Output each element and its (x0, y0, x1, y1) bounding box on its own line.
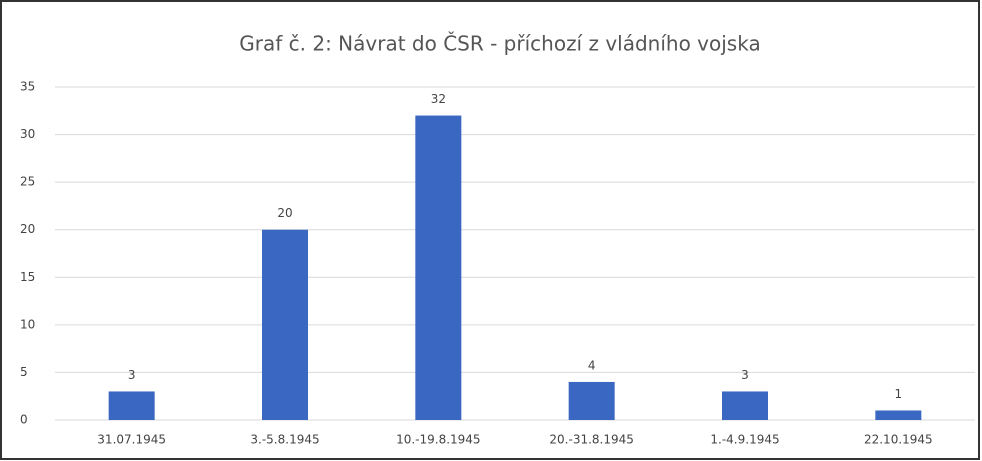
data-label: 3 (741, 368, 749, 382)
x-tick-label: 22.10.1945 (864, 433, 933, 447)
x-tick-label: 31.07.1945 (97, 433, 166, 447)
bar (415, 115, 462, 421)
chart-title: Graf č. 2: Návrat do ČSR - příchozí z vl… (239, 32, 760, 56)
data-label: 1 (895, 387, 903, 401)
y-tick-label: 30 (20, 127, 35, 141)
x-tick-label: 20.-31.8.1945 (549, 433, 634, 447)
bar (568, 381, 615, 420)
data-label: 4 (588, 358, 596, 372)
bar (108, 391, 155, 420)
y-tick-label: 25 (20, 175, 35, 189)
data-label: 20 (277, 206, 292, 220)
x-tick-label: 3.-5.8.1945 (250, 433, 319, 447)
bar (722, 391, 768, 420)
y-tick-label: 10 (20, 317, 35, 331)
bar (875, 410, 922, 420)
data-label: 32 (431, 92, 446, 106)
data-label: 3 (128, 368, 136, 382)
y-tick-label: 0 (20, 413, 28, 427)
x-tick-label: 1.-4.9.1945 (710, 433, 779, 447)
y-tick-label: 5 (20, 365, 28, 379)
x-tick-label: 10.-19.8.1945 (396, 433, 481, 447)
y-tick-label: 15 (20, 270, 35, 284)
y-tick-label: 20 (20, 222, 35, 236)
y-tick-label: 35 (20, 80, 35, 94)
bar (262, 229, 308, 420)
